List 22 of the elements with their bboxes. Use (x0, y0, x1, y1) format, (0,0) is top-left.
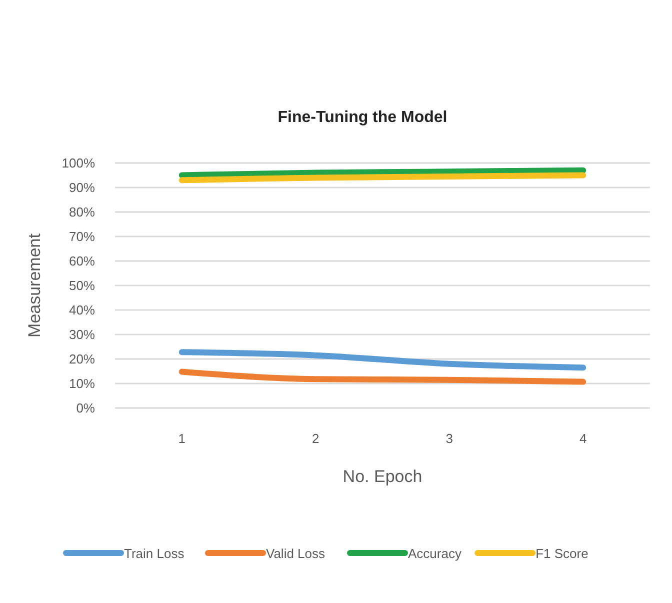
x-tick-label: 3 (446, 431, 453, 446)
y-tick-label: 30% (68, 327, 96, 342)
x-tick-label: 2 (312, 431, 320, 446)
y-tick-label: 10% (68, 376, 96, 392)
legend-label: F1 Score (536, 546, 588, 561)
y-tick-label: 80% (68, 204, 96, 220)
x-tick-label: 1 (178, 431, 186, 446)
chart-title: Fine-Tuning the Model (278, 109, 448, 126)
x-axis-title: No. Epoch (342, 467, 422, 486)
y-tick-label: 20% (68, 352, 96, 367)
y-tick-label: 50% (68, 278, 96, 294)
y-tick-label: 70% (68, 229, 96, 244)
legend-label: Train Loss (124, 546, 185, 561)
legend-label: Valid Loss (266, 546, 326, 561)
y-tick-label: 100% (62, 156, 96, 171)
legend-label: Accuracy (408, 546, 462, 561)
y-tick-label: 90% (68, 180, 96, 196)
y-tick-label: 60% (68, 254, 96, 269)
y-tick-label: 40% (68, 302, 96, 318)
y-tick-label: 0% (76, 400, 96, 416)
y-axis-title: Measurement (25, 233, 44, 338)
x-tick-label: 4 (580, 431, 587, 446)
